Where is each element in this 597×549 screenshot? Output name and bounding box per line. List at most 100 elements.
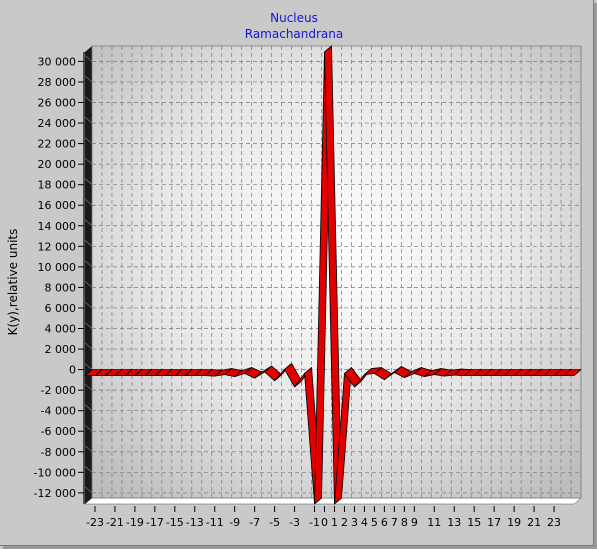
data-point	[437, 370, 439, 373]
x-tick-label: -9	[229, 516, 240, 529]
x-tick-label: -21	[106, 516, 124, 529]
y-tick-label: 6 000	[45, 302, 77, 315]
x-tick-label: -7	[249, 516, 260, 529]
data-point	[207, 371, 209, 374]
x-tick-label: -19	[126, 516, 144, 529]
grid-depth-line	[84, 96, 93, 103]
grid-depth-line	[84, 466, 93, 473]
x-tick-label: -17	[146, 516, 164, 529]
data-point	[177, 371, 179, 374]
grid-depth-line	[84, 240, 93, 247]
x-tick-label: -5	[269, 516, 280, 529]
data-point	[277, 377, 279, 379]
y-tick-label: 12 000	[38, 240, 77, 253]
y-tick-label: 24 000	[38, 117, 77, 130]
y-tick-label: -12 000	[34, 487, 76, 500]
x-tick-label: 9	[411, 516, 418, 529]
data-point	[447, 372, 449, 374]
data-point	[576, 371, 579, 374]
data-point	[117, 371, 120, 374]
grid-depth-line	[84, 342, 93, 350]
data-point	[536, 371, 539, 374]
y-tick-label: -4 000	[41, 405, 76, 418]
data-point	[297, 383, 299, 385]
grid-depth-line	[84, 219, 93, 227]
x-tick-label: 6	[381, 516, 388, 529]
data-point	[347, 369, 349, 372]
y-tick-label: 18 000	[38, 179, 77, 192]
data-point	[307, 369, 309, 372]
data-point	[257, 374, 259, 376]
x-tick-label: 13	[447, 516, 461, 529]
grid-depth-line	[84, 322, 93, 329]
x-tick-label: -13	[186, 516, 204, 529]
y-tick-label: -8 000	[41, 446, 76, 459]
grid-depth-line	[84, 281, 93, 288]
data-point	[377, 369, 379, 372]
x-tick-label: -11	[206, 516, 224, 529]
y-tick-label: 22 000	[38, 138, 77, 151]
grid-depth-line	[84, 486, 93, 494]
data-point	[517, 371, 519, 374]
grid-depth-line	[84, 404, 93, 411]
data-point	[397, 368, 399, 371]
y-tick-label: 4 000	[45, 323, 77, 336]
y-tick-label: -6 000	[41, 425, 76, 438]
data-point	[167, 371, 169, 374]
y-tick-label: 10 000	[38, 261, 77, 274]
x-tick-label: 11	[427, 516, 441, 529]
plot-floor	[84, 497, 582, 505]
data-point	[487, 371, 489, 374]
data-point	[87, 371, 90, 374]
data-point	[357, 383, 359, 385]
y-axis-label: K(y),relative units	[6, 229, 20, 336]
plot-depth-wall	[85, 46, 92, 504]
data-point	[417, 369, 419, 372]
data-point	[217, 372, 219, 374]
data-point	[457, 371, 459, 373]
data-point	[477, 371, 479, 374]
x-tick-label: 2	[341, 516, 348, 529]
data-point	[197, 371, 199, 374]
grid-depth-line	[84, 445, 93, 453]
grid-depth-line	[84, 178, 93, 185]
x-tick-label: 8	[401, 516, 408, 529]
grid-depth-line	[84, 137, 93, 144]
data-point	[137, 371, 139, 374]
data-point	[317, 500, 319, 502]
grid-depth-line	[84, 75, 93, 83]
y-tick-label: 26 000	[38, 97, 77, 110]
x-tick-label: 15	[467, 516, 481, 529]
data-point	[97, 371, 100, 374]
x-tick-label: 7	[391, 516, 398, 529]
grid-depth-line	[84, 363, 93, 370]
data-point	[566, 371, 569, 374]
grid-depth-line	[84, 260, 93, 268]
grid-depth-line	[84, 424, 93, 432]
y-tick-label: 30 000	[38, 55, 77, 68]
data-point	[287, 365, 289, 368]
data-point	[527, 371, 529, 374]
x-tick-label: -15	[166, 516, 184, 529]
data-point	[497, 371, 499, 374]
grid-depth-line	[84, 198, 93, 206]
data-point	[427, 373, 429, 375]
data-point	[327, 48, 329, 50]
data-point	[507, 371, 509, 374]
x-tick-label: 1	[331, 516, 338, 529]
data-point	[147, 371, 149, 374]
data-point	[467, 371, 469, 374]
data-point	[546, 371, 549, 374]
x-tick-label: 23	[547, 516, 561, 529]
x-tick-label: 17	[487, 516, 501, 529]
y-tick-label: 28 000	[38, 76, 77, 89]
series-ribbon	[84, 45, 582, 505]
x-tick-label: 19	[507, 516, 521, 529]
data-point	[187, 371, 189, 374]
y-tick-label: 8 000	[45, 281, 77, 294]
chart-title: Nucleus	[270, 11, 318, 25]
data-point	[127, 371, 130, 374]
y-tick-label: 16 000	[38, 199, 77, 212]
y-tick-label: 0	[69, 364, 76, 377]
